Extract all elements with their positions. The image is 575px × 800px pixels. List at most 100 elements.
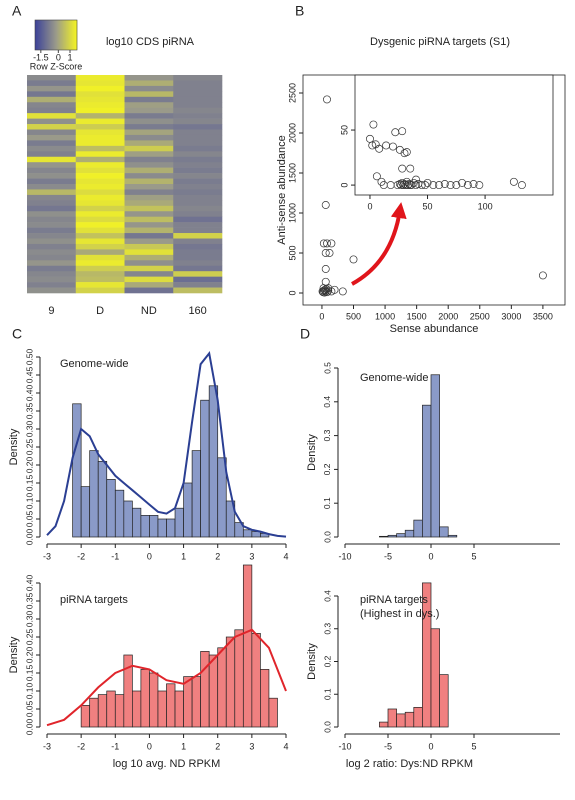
point [404,181,412,190]
color-key-swatch [39,20,41,50]
heatmap-cell [75,96,125,103]
heatmap-cell [173,194,223,201]
color-key-swatch [43,20,45,50]
column-label: 9 [48,305,54,317]
bar [114,694,125,728]
heatmap-cell [124,287,174,294]
heatmap-cell [124,173,174,179]
bar [404,529,415,538]
heatmap-cell [75,200,125,207]
bar [387,708,397,728]
heatmap-cell [27,91,77,98]
color-key-swatch [56,20,58,50]
color-key-swatch [75,20,77,50]
bar [80,705,91,728]
x-tick-label: -5 [384,741,392,751]
heatmap-cell [173,102,223,108]
x-tick-label: 3500 [533,311,553,321]
bar [114,489,125,538]
heatmap-cell [124,85,174,92]
bar [268,697,278,728]
x-tick-label: -3 [43,741,51,751]
x-tick-label: 2 [215,741,220,751]
bar [97,694,108,728]
bar [200,399,210,538]
y-tick-label: 0.05 [24,510,34,527]
bar [413,519,423,538]
heatmap-cell [124,282,174,288]
color-key-swatch [70,20,72,50]
color-key-swatch [41,20,43,50]
y-tick-label: 0.0 [322,531,332,543]
heatmap-cell [124,151,174,158]
x-tick-label: -10 [338,551,351,561]
heatmap-cell [173,173,223,179]
color-key-swatch [66,20,68,50]
heatmap-cell [75,282,125,288]
color-key-swatch [71,20,73,50]
x-axis-label: Sense abundance [390,323,479,335]
heatmap-cell [173,162,223,168]
bar [234,629,244,728]
bar [422,404,432,538]
heatmap-cell [75,249,125,256]
heatmap-cell [173,156,223,163]
y-tick-label: 0.40 [24,574,34,591]
point [463,181,472,190]
point [398,164,407,173]
point [400,149,409,158]
chart-title: log10 CDS piRNA [106,36,195,48]
heatmap-cell [124,227,174,234]
heatmap-cell [75,102,125,108]
y-tick-label: 0.10 [24,492,34,509]
heatmap-cell [27,260,77,267]
heatmap-cell [124,260,174,267]
heatmap-cell [173,124,223,130]
y-tick-label: 0.35 [24,592,34,609]
bar [413,706,423,728]
x-tick-label: 2 [215,551,220,561]
heatmap-cell [75,211,125,217]
y-tick-label: 50 [339,125,349,135]
heatmap-cell [27,113,77,119]
heatmap-cell [75,162,125,168]
point [412,181,420,190]
color-key-swatch [47,20,49,50]
heatmap-cell [27,80,77,87]
y-tick-label: 0.50 [24,348,34,365]
y-tick-label: 0.4 [322,396,332,408]
color-key-swatch [53,20,55,50]
heatmap-cell [27,233,77,239]
heatmap-cell [124,145,174,152]
color-key-swatch [45,20,47,50]
heatmap-cell [124,107,174,114]
heatmap-cell [75,194,125,201]
heatmap-cell [27,118,77,125]
color-key-swatch [37,20,39,50]
heatmap-cell [173,249,223,256]
y-tick-label: 0.4 [322,590,332,602]
heatmap-cell [124,129,174,136]
heatmap-cell [124,243,174,250]
heatmap-cell [124,113,174,119]
heatmap-cell [75,222,125,228]
point [417,181,426,190]
bar [242,529,253,538]
heatmap-cell [75,287,125,294]
point [538,271,547,280]
heatmap-cell [27,140,77,147]
panel-label: A [12,3,22,19]
y-axis-label: Anti-sense abundance [276,135,288,244]
x-tick-label: 1 [181,551,186,561]
heatmap-cell [27,184,77,190]
bar [183,482,193,538]
heatmap-cell [27,129,77,136]
heatmap-cell [124,271,174,277]
bar [242,564,253,728]
y-tick-label: 0.45 [24,366,34,383]
y-axis-label: Density [8,636,20,673]
y-tick-label: 0.3 [322,429,332,441]
heatmap-cell [27,265,77,272]
heatmap-cell [75,243,125,250]
x-tick-label: 2000 [438,311,458,321]
